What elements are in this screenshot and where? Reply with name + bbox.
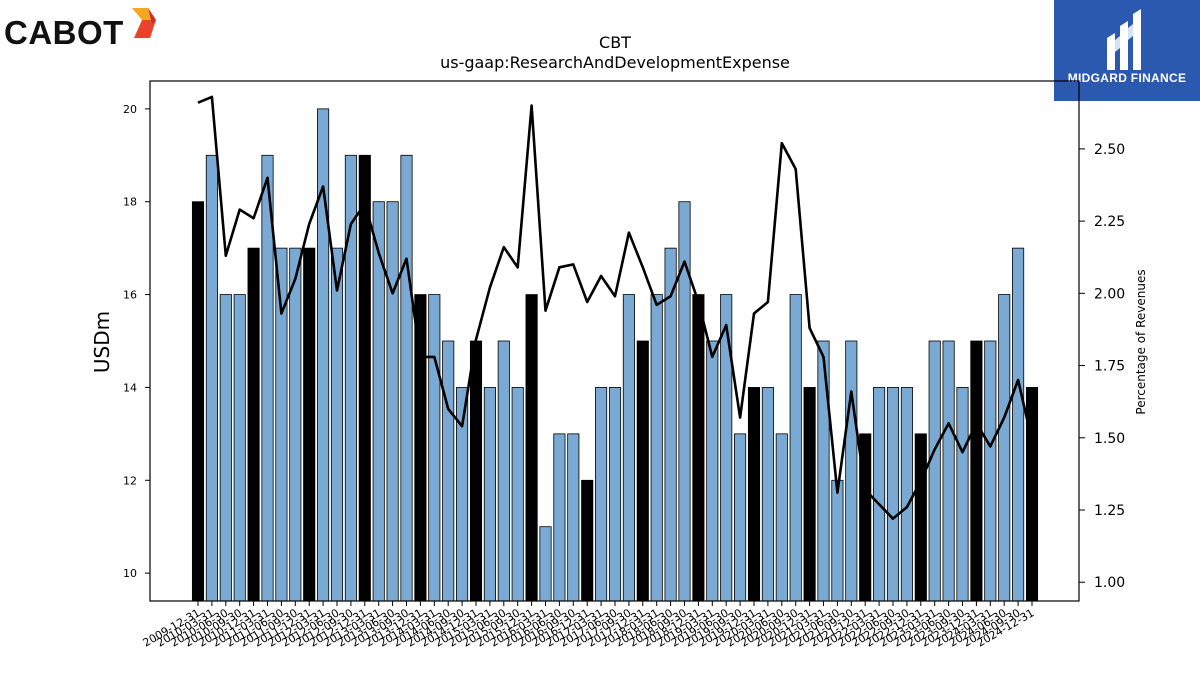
bar xyxy=(205,154,218,602)
y-tick-label: 20 xyxy=(123,103,137,116)
y2-tick-label: 1.25 xyxy=(1094,503,1125,519)
bar xyxy=(442,340,455,602)
left-axis: 10 12 14 16 18 20 xyxy=(123,103,150,580)
bar xyxy=(664,247,677,602)
bar xyxy=(539,526,552,602)
right-axis: 1.00 1.25 1.50 1.75 2.00 2.25 2.50 xyxy=(1079,142,1125,591)
bar xyxy=(191,201,205,602)
midgard-logo-text: MIDGARD FINANCE xyxy=(1067,71,1187,85)
bar xyxy=(636,340,649,602)
bar xyxy=(720,294,733,602)
bar xyxy=(525,294,538,602)
y2-axis-label: Percentage of Revenues xyxy=(1134,269,1148,414)
bar xyxy=(219,294,232,602)
bar xyxy=(233,294,246,602)
bar xyxy=(386,201,399,602)
y2-tick-label: 1.50 xyxy=(1094,431,1125,447)
bar xyxy=(497,340,510,602)
bar xyxy=(317,108,330,602)
bar xyxy=(247,247,260,602)
cabot-flame-icon xyxy=(131,8,156,38)
bar xyxy=(567,433,580,602)
bar xyxy=(400,154,413,602)
bar xyxy=(469,340,483,602)
bar xyxy=(734,433,747,602)
bar xyxy=(970,340,983,602)
y2-tick-label: 1.75 xyxy=(1094,359,1125,375)
y-tick-label: 12 xyxy=(123,474,137,487)
bar xyxy=(775,433,788,602)
bar xyxy=(803,387,816,602)
bar xyxy=(692,294,705,602)
cabot-logo-text: CABOT xyxy=(4,14,124,51)
bar xyxy=(650,294,663,602)
y-axis-label: USDm xyxy=(90,311,114,373)
bar xyxy=(998,294,1011,602)
y2-tick-label: 2.25 xyxy=(1094,214,1125,230)
midgard-logo: MIDGARD FINANCE xyxy=(1054,0,1200,101)
x-axis: 2009-12-312010-03-312010-06-302010-09-30… xyxy=(141,601,1037,650)
bar xyxy=(747,387,761,602)
bar xyxy=(900,387,913,602)
bar xyxy=(942,340,955,602)
bar xyxy=(1012,247,1025,602)
bar xyxy=(873,387,886,602)
bar xyxy=(789,294,802,602)
bar xyxy=(622,294,635,602)
bar xyxy=(608,387,622,602)
y-tick-label: 18 xyxy=(123,196,137,209)
bar xyxy=(303,247,316,602)
y2-tick-label: 2.00 xyxy=(1094,286,1125,302)
bar xyxy=(706,340,719,602)
bar xyxy=(483,387,496,602)
bar-series xyxy=(191,108,1039,602)
y-tick-label: 16 xyxy=(123,289,137,302)
bar xyxy=(581,479,594,602)
y-tick-label: 14 xyxy=(123,381,137,394)
line-series xyxy=(197,95,1034,520)
bar xyxy=(831,479,844,602)
y-tick-label: 10 xyxy=(123,567,137,580)
bar xyxy=(956,387,969,602)
bar xyxy=(817,340,830,602)
bar xyxy=(414,294,427,602)
bar xyxy=(886,387,900,602)
bar xyxy=(928,340,941,602)
bar xyxy=(914,433,927,602)
bar xyxy=(845,340,858,602)
cabot-logo: CABOT xyxy=(4,4,160,62)
midgard-emblem-icon xyxy=(1107,9,1141,70)
bar xyxy=(595,387,608,602)
chart-title: CBT xyxy=(599,33,631,52)
line-path xyxy=(197,95,1034,520)
bar xyxy=(761,387,774,602)
bar xyxy=(984,340,997,602)
bar xyxy=(553,433,566,602)
y2-tick-label: 2.50 xyxy=(1094,142,1125,158)
bar xyxy=(330,247,344,602)
bar xyxy=(428,294,441,602)
bar xyxy=(511,387,524,602)
y2-tick-label: 1.00 xyxy=(1094,575,1125,591)
bar xyxy=(289,247,302,602)
chart-subtitle: us-gaap:ResearchAndDevelopmentExpense xyxy=(440,53,790,72)
